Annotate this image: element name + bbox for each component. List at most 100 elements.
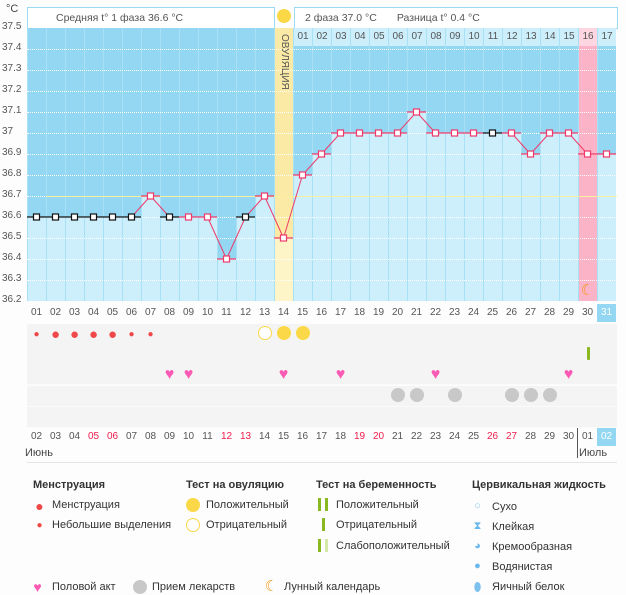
cycle-day-label[interactable]: 05 [106,307,119,318]
date-label[interactable]: 25 [467,431,480,442]
date-label[interactable]: 18 [334,431,347,442]
cycle-day-label[interactable]: 31 [597,304,616,322]
cycle-day-label[interactable]: 28 [543,307,556,318]
temperature-point [583,150,592,158]
day-column[interactable] [578,28,597,301]
small-drop-icon: ● [33,329,40,340]
cycle-day-label[interactable]: 21 [410,307,423,318]
cycle-day-label[interactable]: 08 [163,307,176,318]
cycle-day-label[interactable]: 19 [372,307,385,318]
legend-cervical-title: Цервикальная жидкость [472,479,606,491]
cycle-day-label[interactable]: 03 [68,307,81,318]
single-bar-icon [322,518,325,531]
legend-item: Небольшие выделения [52,519,172,531]
gridline [27,238,617,239]
day-column[interactable] [521,28,540,301]
date-label[interactable]: 11 [202,431,213,442]
temperature-point [355,129,364,137]
cycle-day-label[interactable]: 16 [315,307,328,318]
gridline [27,91,617,92]
temp-diff: Разница t° 0.4 °C [396,12,480,24]
date-label[interactable]: 12 [220,431,233,442]
cycle-day-label[interactable]: 20 [391,307,404,318]
gridline [27,112,617,113]
phase2-day-label: 11 [484,28,502,46]
y-tick-label: 37.5 [2,21,22,32]
cycle-day-label[interactable]: 06 [125,307,138,318]
date-label[interactable]: 29 [543,431,556,442]
date-label[interactable]: 30 [562,431,575,442]
date-label[interactable]: 03 [49,431,62,442]
cycle-day-label[interactable]: 24 [467,307,480,318]
cycle-day-label[interactable]: 10 [201,307,214,318]
heart-icon: ♥ [430,366,441,383]
y-tick-label: 37.3 [2,63,22,74]
date-label[interactable]: 09 [163,431,176,442]
cycle-day-label[interactable]: 18 [353,307,366,318]
cycle-day-label[interactable]: 26 [505,307,518,318]
legend-item: Водянистая [492,561,553,573]
date-label[interactable]: 01 [581,431,594,442]
date-label[interactable]: 08 [144,431,157,442]
date-label[interactable]: 02 [30,431,43,442]
legend-item: Яичный белок [492,581,565,593]
day-column[interactable] [255,28,274,301]
date-label[interactable]: 02 [597,428,616,446]
cycle-day-label[interactable]: 13 [258,307,271,318]
date-label[interactable]: 21 [391,431,404,442]
cycle-day-label[interactable]: 17 [334,307,347,318]
date-label[interactable]: 20 [372,431,385,442]
date-label[interactable]: 07 [125,431,138,442]
cycle-day-label[interactable]: 23 [448,307,461,318]
cycle-day-label[interactable]: 22 [429,307,442,318]
legend-item: Положительный [206,499,289,511]
cycle-day-label[interactable]: 12 [239,307,252,318]
temperature-point [488,129,497,137]
cycle-day-label[interactable]: 27 [524,307,537,318]
day-column[interactable] [597,28,616,301]
double-bar-icon [318,498,321,511]
cycle-day-label[interactable]: 04 [87,307,100,318]
date-label[interactable]: 05 [87,431,100,442]
cycle-day-label[interactable]: 25 [486,307,499,318]
ovulation-sun-icon [277,9,291,23]
coverline [46,196,617,197]
line-segment [283,174,303,239]
ovulation-negative-icon [257,326,272,340]
date-label[interactable]: 19 [353,431,366,442]
day-column[interactable] [312,28,331,301]
day-column[interactable] [274,28,293,301]
phase2-day-label: 14 [541,28,559,46]
temperature-point [526,150,535,158]
symbol-row [27,364,617,385]
cycle-day-label[interactable]: 07 [144,307,157,318]
date-label[interactable]: 23 [429,431,442,442]
column-fill [408,112,426,301]
date-label[interactable]: 13 [239,431,252,442]
column-fill [579,154,597,301]
date-label[interactable]: 24 [448,431,461,442]
day-column[interactable] [407,28,426,301]
day-column[interactable] [217,28,236,301]
cycle-day-label[interactable]: 09 [182,307,195,318]
cycle-day-label[interactable]: 11 [221,307,232,318]
date-label[interactable]: 16 [296,431,309,442]
date-label[interactable]: 17 [315,431,328,442]
date-label[interactable]: 27 [505,431,518,442]
date-label[interactable]: 22 [410,431,423,442]
cycle-day-label[interactable]: 29 [562,307,575,318]
temperature-point [450,129,459,137]
cycle-day-label[interactable]: 14 [277,307,290,318]
cycle-day-label[interactable]: 30 [581,307,594,318]
date-label[interactable]: 15 [277,431,290,442]
day-column[interactable] [141,28,160,301]
date-label[interactable]: 10 [182,431,195,442]
date-label[interactable]: 28 [524,431,537,442]
cycle-day-label[interactable]: 15 [296,307,309,318]
date-label[interactable]: 04 [68,431,81,442]
date-label[interactable]: 26 [486,431,499,442]
date-label[interactable]: 06 [106,431,119,442]
cycle-day-label[interactable]: 01 [30,307,43,318]
date-label[interactable]: 14 [258,431,271,442]
cycle-day-label[interactable]: 02 [49,307,62,318]
